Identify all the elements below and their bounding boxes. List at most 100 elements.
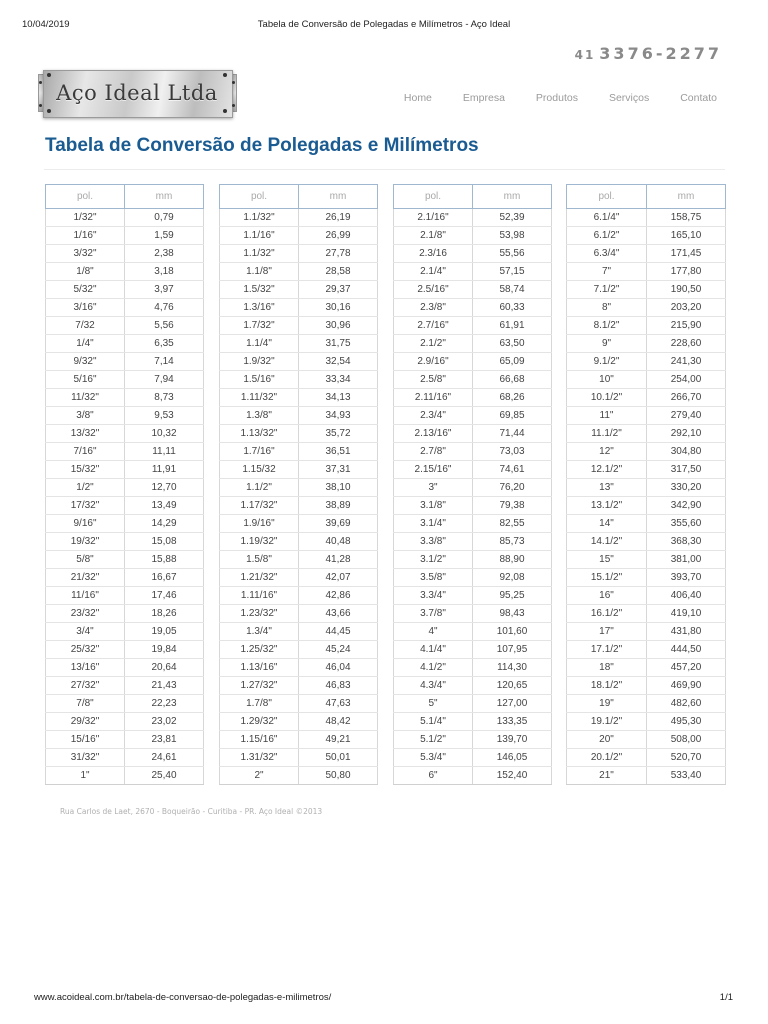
inches-cell: 1" <box>45 766 125 785</box>
print-header: 10/04/2019 Tabela de Conversão de Polega… <box>0 19 768 33</box>
millimeters-cell: 34,93 <box>298 406 378 425</box>
table-row: 1.3/8" 34,93 <box>219 406 378 425</box>
company-logo[interactable]: Aço Ideal Ltda <box>36 68 238 118</box>
millimeters-cell: 52,39 <box>472 208 552 227</box>
millimeters-cell: 139,70 <box>472 730 552 749</box>
conversion-table-4: pol. mm 6.1/4" 158,75 6.1/2" 165,10 6.3/4" 17… <box>566 184 726 785</box>
table-row: 3/32" 2,38 <box>45 244 204 263</box>
millimeters-cell: 8,73 <box>124 388 204 407</box>
inches-cell: 17.1/2" <box>566 640 647 659</box>
millimeters-cell: 469,90 <box>646 676 726 695</box>
nav-servicos[interactable]: Serviços <box>608 92 650 104</box>
millimeters-cell: 14,29 <box>124 514 204 533</box>
table-row: 3.3/8" 85,73 <box>393 532 552 551</box>
inches-cell: 19" <box>566 694 647 713</box>
table-row: 6.1/2" 165,10 <box>566 226 726 245</box>
table-row: 21" 533,40 <box>566 766 726 785</box>
table-row: 1.5/32" 29,37 <box>219 280 378 299</box>
millimeters-cell: 88,90 <box>472 550 552 569</box>
inches-cell: 2.1/8" <box>393 226 473 245</box>
millimeters-cell: 44,45 <box>298 622 378 641</box>
millimeters-cell: 330,20 <box>646 478 726 497</box>
millimeters-cell: 46,83 <box>298 676 378 695</box>
millimeters-cell: 82,55 <box>472 514 552 533</box>
inches-cell: 5/16" <box>45 370 125 389</box>
millimeters-cell: 107,95 <box>472 640 552 659</box>
millimeters-cell: 29,37 <box>298 280 378 299</box>
inches-cell: 1.19/32" <box>219 532 299 551</box>
nav-produtos[interactable]: Produtos <box>535 92 578 104</box>
table-row: 3.3/4" 95,25 <box>393 586 552 605</box>
nav-contato[interactable]: Contato <box>680 92 717 104</box>
inches-cell: 2.7/16" <box>393 316 473 335</box>
inches-cell: 11/16" <box>45 586 125 605</box>
inches-cell: 1.25/32" <box>219 640 299 659</box>
millimeters-cell: 74,61 <box>472 460 552 479</box>
nav-empresa[interactable]: Empresa <box>462 92 505 104</box>
bolt-icon <box>232 81 235 84</box>
inches-cell: 7/16" <box>45 442 125 461</box>
inches-cell: 17" <box>566 622 647 641</box>
table-row: 13/16" 20,64 <box>45 658 204 677</box>
table-row: 2.15/16" 74,61 <box>393 460 552 479</box>
table-row: 14.1/2" 368,30 <box>566 532 726 551</box>
nav-home[interactable]: Home <box>403 92 432 104</box>
table-row: 2.9/16" 65,09 <box>393 352 552 371</box>
inches-cell: 5.1/2" <box>393 730 473 749</box>
table-row: 18" 457,20 <box>566 658 726 677</box>
inches-cell: 19.1/2" <box>566 712 647 731</box>
table-row: 1.5/16" 33,34 <box>219 370 378 389</box>
inches-cell: 3.3/8" <box>393 532 473 551</box>
table-row: 11/32" 8,73 <box>45 388 204 407</box>
table-row: 3/4" 19,05 <box>45 622 204 641</box>
millimeters-cell: 292,10 <box>646 424 726 443</box>
table-row: 17/32" 13,49 <box>45 496 204 515</box>
millimeters-cell: 45,24 <box>298 640 378 659</box>
table-row: 1/4" 6,35 <box>45 334 204 353</box>
inches-cell: 18.1/2" <box>566 676 647 695</box>
table-row: 3.1/2" 88,90 <box>393 550 552 569</box>
inches-cell: 5/8" <box>45 550 125 569</box>
inches-cell: 4.1/2" <box>393 658 473 677</box>
column-header-pol: pol. <box>393 184 473 209</box>
millimeters-cell: 42,07 <box>298 568 378 587</box>
table-row: 1.3/16" 30,16 <box>219 298 378 317</box>
bolt-icon <box>223 73 227 77</box>
column-header-pol: pol. <box>566 184 647 209</box>
millimeters-cell: 66,68 <box>472 370 552 389</box>
millimeters-cell: 57,15 <box>472 262 552 281</box>
table-row: 16.1/2" 419,10 <box>566 604 726 623</box>
table-row: 5.1/2" 139,70 <box>393 730 552 749</box>
table-row: 11.1/2" 292,10 <box>566 424 726 443</box>
millimeters-cell: 18,26 <box>124 604 204 623</box>
inches-cell: 21/32" <box>45 568 125 587</box>
table-header-row: pol. mm <box>393 184 552 209</box>
table-row: 1.1/2" 38,10 <box>219 478 378 497</box>
inches-cell: 9/16" <box>45 514 125 533</box>
table-row: 5.1/4" 133,35 <box>393 712 552 731</box>
table-row: 1.15/32 37,31 <box>219 460 378 479</box>
inches-cell: 2.7/8" <box>393 442 473 461</box>
table-row: 27/32" 21,43 <box>45 676 204 695</box>
millimeters-cell: 79,38 <box>472 496 552 515</box>
inches-cell: 15.1/2" <box>566 568 647 587</box>
inches-cell: 1.29/32" <box>219 712 299 731</box>
inches-cell: 1.1/2" <box>219 478 299 497</box>
page-title: Tabela de Conversão de Polegadas e Milím… <box>45 135 479 156</box>
table-row: 6" 152,40 <box>393 766 552 785</box>
inches-cell: 1.7/16" <box>219 442 299 461</box>
table-row: 3.7/8" 98,43 <box>393 604 552 623</box>
inches-cell: 7" <box>566 262 647 281</box>
table-row: 2.3/16 55,56 <box>393 244 552 263</box>
table-row: 17.1/2" 444,50 <box>566 640 726 659</box>
millimeters-cell: 22,23 <box>124 694 204 713</box>
inches-cell: 1.3/16" <box>219 298 299 317</box>
table-row: 14" 355,60 <box>566 514 726 533</box>
table-row: 9/16" 14,29 <box>45 514 204 533</box>
inches-cell: 3.1/4" <box>393 514 473 533</box>
millimeters-cell: 28,58 <box>298 262 378 281</box>
table-header-row: pol. mm <box>219 184 378 209</box>
inches-cell: 2.3/4" <box>393 406 473 425</box>
millimeters-cell: 127,00 <box>472 694 552 713</box>
millimeters-cell: 10,32 <box>124 424 204 443</box>
